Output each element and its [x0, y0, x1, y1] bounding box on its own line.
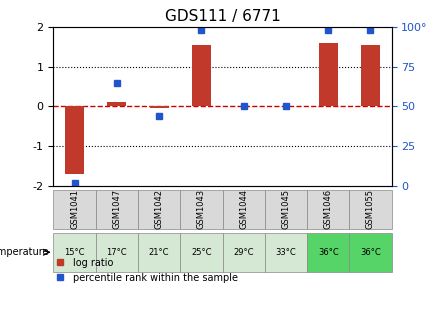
- FancyBboxPatch shape: [138, 233, 180, 272]
- Text: 36°C: 36°C: [360, 248, 381, 257]
- FancyBboxPatch shape: [265, 190, 307, 229]
- Text: 17°C: 17°C: [106, 248, 127, 257]
- FancyBboxPatch shape: [265, 233, 307, 272]
- Bar: [361, 45, 380, 107]
- Bar: [192, 45, 211, 107]
- Legend: log ratio, percentile rank within the sample: log ratio, percentile rank within the sa…: [52, 254, 242, 287]
- Bar: [319, 43, 338, 107]
- Bar: [107, 102, 126, 107]
- FancyBboxPatch shape: [349, 233, 392, 272]
- Bar: [150, 107, 169, 109]
- FancyBboxPatch shape: [180, 190, 222, 229]
- Text: GSM1043: GSM1043: [197, 189, 206, 229]
- Text: GSM1045: GSM1045: [281, 189, 291, 229]
- Text: 15°C: 15°C: [64, 248, 85, 257]
- Text: 29°C: 29°C: [233, 248, 254, 257]
- Title: GDS111 / 6771: GDS111 / 6771: [165, 9, 280, 24]
- FancyBboxPatch shape: [180, 233, 222, 272]
- FancyBboxPatch shape: [222, 190, 265, 229]
- FancyBboxPatch shape: [307, 190, 349, 229]
- Text: temperature: temperature: [0, 247, 49, 257]
- FancyBboxPatch shape: [138, 190, 180, 229]
- Text: 21°C: 21°C: [149, 248, 170, 257]
- FancyBboxPatch shape: [96, 190, 138, 229]
- Text: GSM1047: GSM1047: [112, 189, 121, 229]
- FancyBboxPatch shape: [53, 233, 96, 272]
- Text: GSM1041: GSM1041: [70, 189, 79, 229]
- FancyBboxPatch shape: [222, 233, 265, 272]
- Text: GSM1046: GSM1046: [324, 189, 333, 229]
- FancyBboxPatch shape: [349, 190, 392, 229]
- Text: GSM1044: GSM1044: [239, 189, 248, 229]
- Text: 33°C: 33°C: [275, 248, 296, 257]
- FancyBboxPatch shape: [307, 233, 349, 272]
- FancyBboxPatch shape: [96, 233, 138, 272]
- Text: 25°C: 25°C: [191, 248, 212, 257]
- Text: 36°C: 36°C: [318, 248, 339, 257]
- Bar: [65, 107, 84, 174]
- Text: GSM1055: GSM1055: [366, 189, 375, 229]
- FancyBboxPatch shape: [53, 190, 96, 229]
- Text: GSM1042: GSM1042: [154, 189, 164, 229]
